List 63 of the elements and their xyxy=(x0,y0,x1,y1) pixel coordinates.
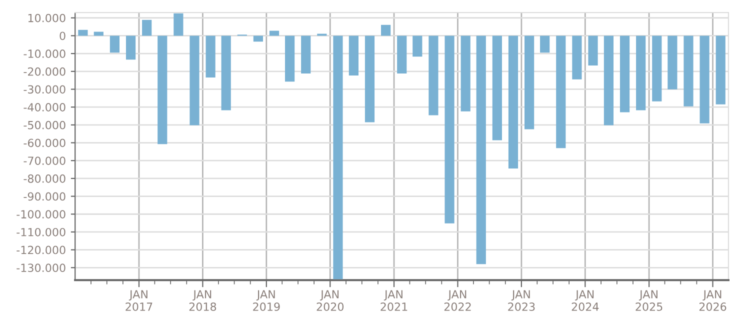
bar xyxy=(444,36,454,224)
bar xyxy=(604,36,614,126)
y-tick-label: -130.000 xyxy=(16,264,66,272)
bar xyxy=(412,36,422,57)
y-tick-label: 10.000 xyxy=(28,14,66,22)
bar xyxy=(588,36,598,66)
bar xyxy=(221,36,231,110)
bar xyxy=(142,20,152,36)
bar xyxy=(174,13,184,36)
bar xyxy=(476,36,486,264)
bar xyxy=(620,36,630,112)
x-tick-label: JAN 2024 xyxy=(572,290,599,311)
y-tick-label: -50.000 xyxy=(24,120,66,130)
bar xyxy=(460,36,470,112)
bar xyxy=(333,36,343,280)
y-tick-label: 0 xyxy=(60,32,66,40)
bar xyxy=(206,36,216,78)
bar xyxy=(428,36,438,116)
bar xyxy=(78,30,88,36)
y-tick-label: -90.000 xyxy=(24,192,66,201)
y-tick-label: -110.000 xyxy=(16,228,66,236)
y-tick-label: -80.000 xyxy=(24,174,66,183)
bar xyxy=(684,36,694,106)
y-tick-label: -30.000 xyxy=(24,85,66,94)
bar xyxy=(668,36,678,90)
x-tick-label: JAN 2019 xyxy=(253,290,280,311)
bar xyxy=(508,36,518,168)
bar xyxy=(158,36,168,144)
x-tick-label: JAN 2017 xyxy=(126,290,152,311)
bar xyxy=(556,36,566,148)
bar xyxy=(540,36,550,53)
bar xyxy=(700,36,710,124)
x-tick-label: JAN 2020 xyxy=(316,290,344,311)
bar xyxy=(364,36,375,122)
bar xyxy=(269,30,280,36)
y-tick-label: -10.000 xyxy=(24,50,66,58)
bar xyxy=(126,36,136,60)
bar xyxy=(397,36,407,74)
bar xyxy=(190,36,200,126)
bar xyxy=(110,36,120,53)
bar xyxy=(285,36,295,82)
y-tick-label: -40.000 xyxy=(24,103,66,112)
bar xyxy=(253,36,264,42)
x-tick-label: JAN 2026 xyxy=(699,290,726,311)
bar xyxy=(301,36,311,74)
bar xyxy=(636,36,646,110)
bar xyxy=(381,24,391,36)
y-tick-label: -20.000 xyxy=(24,67,66,76)
y-tick-label: -60.000 xyxy=(24,138,66,148)
bar xyxy=(492,36,502,140)
bar xyxy=(524,36,534,130)
bar xyxy=(652,36,662,102)
x-tick-label: JAN 2023 xyxy=(508,290,535,311)
y-tick-label: -120.000 xyxy=(16,246,66,254)
bar xyxy=(716,36,726,104)
x-tick-label: JAN 2018 xyxy=(189,290,216,311)
bar xyxy=(572,36,582,80)
y-tick-label: -70.000 xyxy=(24,156,66,165)
x-tick-label: JAN 2022 xyxy=(444,290,471,311)
x-tick-label: JAN 2021 xyxy=(380,290,408,311)
x-tick-label: JAN 2025 xyxy=(636,290,662,311)
bar xyxy=(348,36,358,76)
y-tick-label: -100.000 xyxy=(16,210,66,219)
